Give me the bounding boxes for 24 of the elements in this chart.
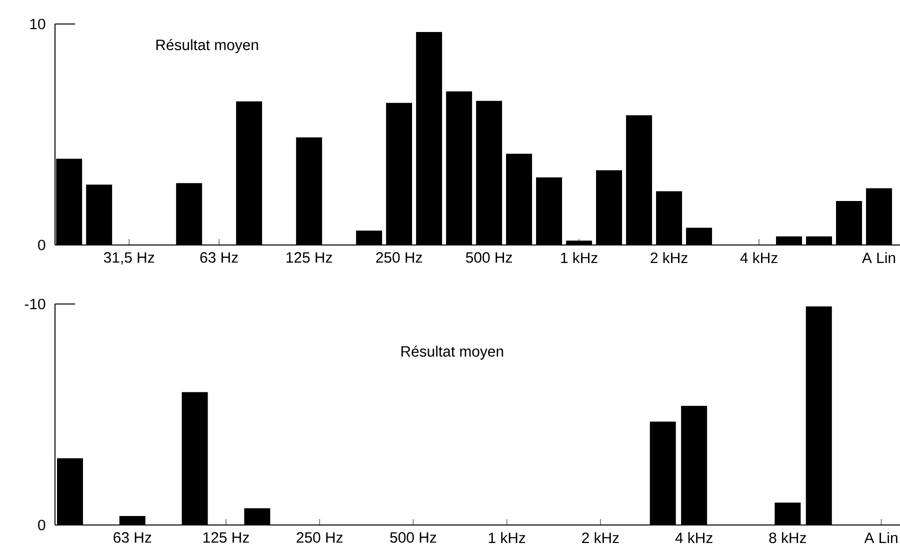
- x-tick-label: 31,5 Hz: [104, 252, 154, 265]
- x-tick-label: 1 kHz: [561, 252, 598, 264]
- x-tick-label: 250 Hz: [376, 252, 422, 263]
- y-tick-label: 0: [38, 240, 46, 250]
- x-tick-label: 500 Hz: [466, 252, 512, 263]
- y-tick-label: 10: [30, 18, 46, 30]
- x-tick-label: A Lin: [862, 252, 896, 264]
- x-tick-label: 4 kHz: [740, 252, 778, 264]
- y-tick-label: 0: [38, 520, 46, 530]
- x-tick-label: A Lin: [864, 532, 898, 544]
- x-tick-label: 63 Hz: [114, 532, 152, 543]
- x-tick-label: 125 Hz: [203, 532, 249, 543]
- x-tick-label: 8 kHz: [769, 532, 806, 544]
- annotation: Résultat moyen: [401, 346, 504, 360]
- x-tick-label: 2 kHz: [582, 532, 619, 544]
- x-tick-label: 63 Hz: [200, 252, 238, 263]
- x-tick-label: 125 Hz: [286, 252, 332, 263]
- x-tick-label: 2 kHz: [650, 252, 688, 264]
- x-tick-label: 1 kHz: [488, 532, 526, 544]
- y-tick-label: -10: [24, 298, 46, 310]
- x-tick-label: 4 kHz: [675, 532, 712, 544]
- x-tick-label: 500 Hz: [390, 532, 436, 543]
- x-tick-label: 250 Hz: [296, 532, 343, 543]
- annotation: Résultat moyen: [156, 39, 258, 54]
